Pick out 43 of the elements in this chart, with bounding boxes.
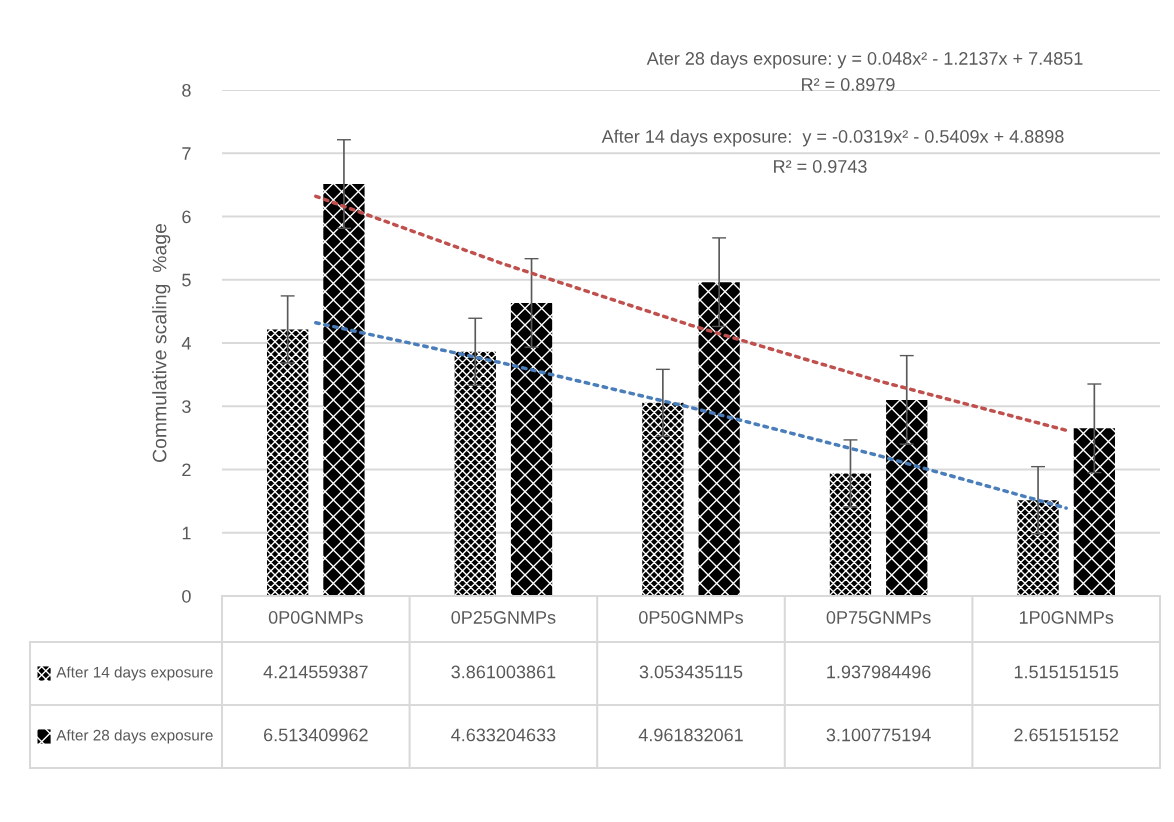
y-tick-label: 8	[182, 83, 191, 97]
annotation: After 14 days exposure: y = -0.0319x² - 0.5409x + 4.8898	[601, 129, 1064, 147]
y-tick-label: 3	[182, 400, 191, 413]
data-label: 4.961832061	[638, 728, 743, 742]
bar	[1073, 428, 1115, 596]
bar	[698, 282, 740, 596]
y-tick-label: 7	[182, 147, 191, 160]
bar	[886, 399, 928, 596]
bar	[267, 329, 309, 596]
legend-label: After 14 days exposure	[56, 666, 213, 681]
line-series	[314, 321, 1068, 510]
y-tick-label: 2	[182, 463, 191, 477]
x-tick-label: 0P0GNMPs	[268, 611, 363, 624]
bar	[510, 302, 553, 596]
bar	[1017, 500, 1059, 596]
y-tick-label: 5	[182, 273, 191, 287]
data-label: 3.861003861	[451, 665, 556, 679]
bar	[829, 473, 872, 596]
y-axis-title: Commulative scaling %age	[152, 223, 171, 462]
data-label: 1.515151515	[1014, 665, 1119, 679]
data-label: 3.100775194	[826, 728, 931, 742]
data-label: 1.937984496	[827, 665, 931, 679]
text: Ater 28 days exposure: y = 0.048x² - 1.2137x + 7.4851	[646, 51, 1083, 69]
x-tick-label: 0P50GNMPs	[639, 611, 744, 624]
data-label: 6.513409962	[264, 728, 368, 742]
bar	[642, 402, 684, 596]
data-label: 4.214559387	[263, 665, 368, 679]
data-label: 4.633204633	[451, 728, 556, 742]
line-series	[314, 194, 1068, 433]
y-tick-label: 4	[181, 337, 191, 350]
x-tick-label: 1P0GNMPs	[1019, 611, 1114, 624]
annotation: R² = 0.9743	[774, 160, 867, 173]
annotation: R² = 0.8979	[802, 78, 895, 91]
y-tick-label: 0	[182, 589, 191, 603]
data-label: 3.053435115	[639, 665, 743, 679]
y-tick-label: 6	[182, 210, 191, 224]
y-tick-label: 1	[182, 526, 191, 540]
x-tick-label: 0P25GNMPs	[451, 611, 556, 624]
data-label: 2.651515152	[1014, 728, 1119, 742]
bar	[323, 184, 365, 596]
x-tick-label: 0P75GNMPs	[826, 611, 931, 624]
bar	[454, 351, 496, 596]
legend-label: After 28 days exposure	[56, 729, 213, 744]
